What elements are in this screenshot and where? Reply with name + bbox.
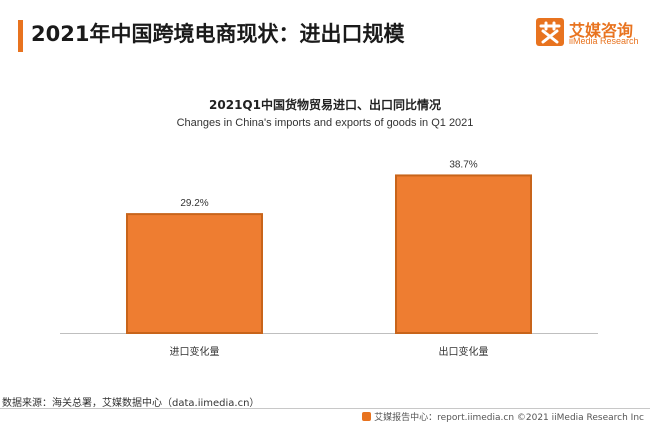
iimedia-logo: 艾媒咨询 iiMedia Research	[536, 14, 648, 50]
title-accent-bar	[18, 20, 23, 52]
bar-2	[395, 174, 532, 334]
x-tick-label-2: 出口变化量	[439, 345, 489, 358]
logo-subtitle: iiMedia Research	[569, 36, 639, 46]
footer-text: 艾媒报告中心：report.iimedia.cn ©2021 iiMedia R…	[374, 413, 644, 423]
x-tick-label-1: 进口变化量	[170, 345, 220, 358]
data-label-1: 29.2%	[180, 198, 208, 209]
footer: 艾媒报告中心：report.iimedia.cn ©2021 iiMedia R…	[362, 410, 644, 423]
chart-title: 2021Q1中国货物贸易进口、出口同比情况	[209, 98, 441, 112]
data-label-2: 38.7%	[449, 159, 477, 170]
page-title: 2021年中国跨境电商现状：进出口规模	[31, 22, 405, 46]
footer-divider	[0, 408, 650, 409]
chart-subtitle: Changes in China's imports and exports o…	[176, 117, 474, 129]
bar-chart: 29.2% 进口变化量 38.7% 出口变化量	[60, 159, 598, 358]
bar-1	[126, 213, 263, 334]
logo-name: 艾媒咨询	[569, 21, 634, 40]
iimedia-logo-icon	[362, 412, 372, 421]
data-source: 数据来源：海关总署，艾媒数据中心（data.iimedia.cn）	[2, 398, 260, 409]
iimedia-logo-icon	[536, 18, 564, 46]
